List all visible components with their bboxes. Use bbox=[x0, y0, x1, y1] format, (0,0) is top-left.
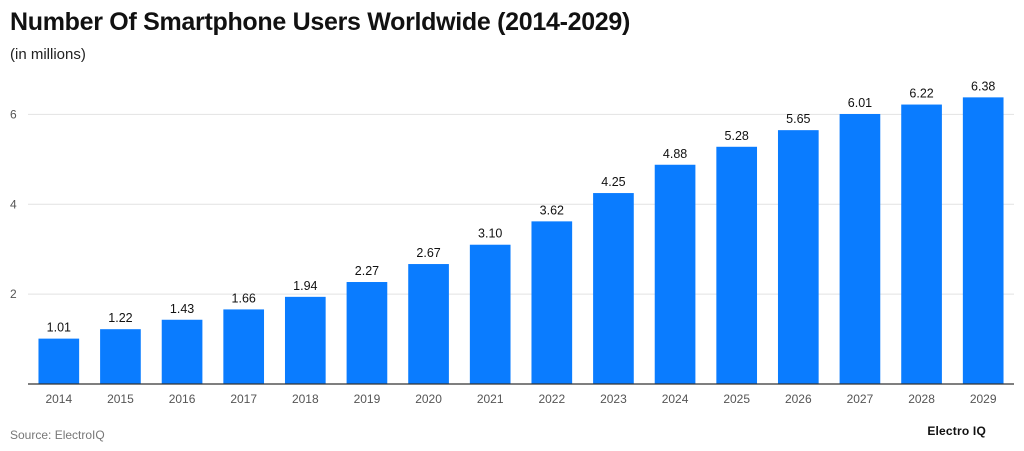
data-label: 6.22 bbox=[909, 87, 933, 101]
x-tick-label: 2016 bbox=[169, 392, 196, 406]
data-label: 1.43 bbox=[170, 302, 194, 316]
data-label: 3.10 bbox=[478, 227, 502, 241]
x-tick-label: 2029 bbox=[970, 392, 997, 406]
data-label: 1.94 bbox=[293, 279, 317, 293]
brand-logo: Electro IQ bbox=[927, 424, 986, 438]
bar bbox=[839, 113, 881, 384]
data-label: 1.66 bbox=[232, 291, 256, 305]
x-tick-label: 2028 bbox=[908, 392, 935, 406]
data-label: 6.01 bbox=[848, 96, 872, 110]
y-tick-label: 6 bbox=[10, 107, 17, 121]
bar bbox=[284, 296, 326, 384]
data-label: 2.27 bbox=[355, 264, 379, 278]
data-label: 1.01 bbox=[47, 321, 71, 335]
source-note: Source: ElectroIQ bbox=[10, 428, 105, 442]
y-tick-label: 4 bbox=[10, 197, 17, 211]
x-tick-label: 2019 bbox=[354, 392, 381, 406]
bar bbox=[593, 193, 634, 384]
x-tick-label: 2018 bbox=[292, 392, 319, 406]
data-label: 5.65 bbox=[786, 112, 810, 126]
chart-subtitle: (in millions) bbox=[10, 46, 86, 63]
data-labels: 1.01 1.22 1.43 1.66 1.94 2.27 2.67 3.10 3.62 4.25… bbox=[47, 79, 996, 334]
x-tick-label: 2022 bbox=[538, 392, 565, 406]
data-label: 3.62 bbox=[540, 203, 564, 217]
bar bbox=[161, 319, 203, 384]
bar bbox=[469, 244, 511, 384]
bar bbox=[100, 329, 141, 384]
x-tick-label: 2020 bbox=[415, 392, 442, 406]
bar bbox=[223, 309, 265, 384]
chart-title: Number Of Smartphone Users Worldwide (20… bbox=[10, 8, 631, 36]
bar bbox=[716, 146, 758, 384]
y-tick-label: 2 bbox=[10, 287, 17, 301]
x-tick-label: 2014 bbox=[45, 392, 72, 406]
data-label: 6.38 bbox=[971, 79, 995, 93]
axes: 2 4 6 2014 2015 2016 2017 2018 2019 2020 2021 2022 2… bbox=[10, 107, 1014, 406]
x-tick-label: 2027 bbox=[847, 392, 874, 406]
x-tick-label: 2024 bbox=[662, 392, 689, 406]
x-tick-label: 2021 bbox=[477, 392, 504, 406]
data-label: 4.88 bbox=[663, 147, 687, 161]
bar bbox=[962, 97, 1004, 385]
bar bbox=[346, 282, 388, 384]
bar bbox=[777, 130, 819, 384]
bars bbox=[38, 97, 1004, 385]
x-tick-label: 2025 bbox=[723, 392, 750, 406]
x-tick-label: 2017 bbox=[230, 392, 257, 406]
data-label: 4.25 bbox=[601, 175, 625, 189]
bar bbox=[654, 164, 696, 384]
bar bbox=[38, 338, 80, 384]
bar bbox=[901, 104, 942, 385]
x-tick-label: 2015 bbox=[107, 392, 134, 406]
data-label: 5.28 bbox=[725, 129, 749, 143]
x-tick-label: 2023 bbox=[600, 392, 627, 406]
data-label: 1.22 bbox=[108, 311, 132, 325]
x-tick-label: 2026 bbox=[785, 392, 812, 406]
bar bbox=[408, 264, 449, 384]
bar bbox=[531, 221, 573, 384]
data-label: 2.67 bbox=[416, 246, 440, 260]
